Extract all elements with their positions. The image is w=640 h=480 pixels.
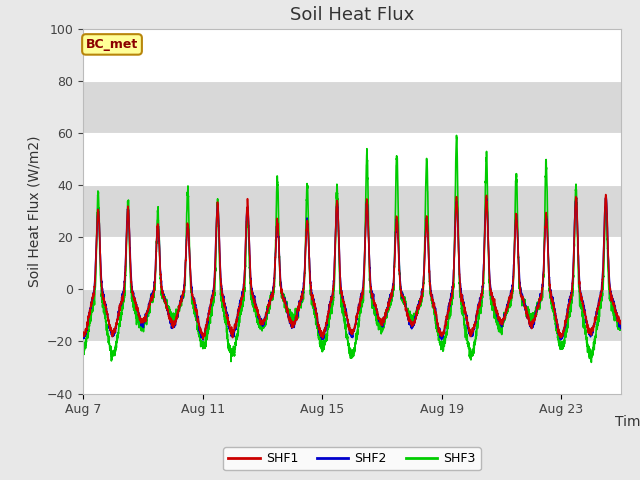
- SHF3: [79, 337, 87, 343]
- Bar: [83, 237, 621, 289]
- SHF3: [399, 299, 407, 305]
- SHF2: [175, 302, 183, 308]
- Bar: [83, 289, 621, 341]
- SHF2: [79, 334, 87, 340]
- SHF3: [452, 132, 460, 138]
- SHF2: [260, 322, 268, 327]
- Bar: [83, 81, 621, 133]
- Y-axis label: Soil Heat Flux (W/m2): Soil Heat Flux (W/m2): [28, 135, 42, 287]
- Line: SHF2: SHF2: [83, 197, 621, 340]
- SHF1: [399, 295, 407, 300]
- SHF3: [260, 322, 268, 327]
- SHF2: [399, 291, 407, 297]
- SHF1: [260, 318, 268, 324]
- SHF1: [602, 192, 610, 197]
- Text: BC_met: BC_met: [86, 38, 138, 51]
- SHF1: [175, 303, 183, 309]
- Line: SHF1: SHF1: [83, 194, 621, 339]
- SHF1: [611, 308, 619, 313]
- SHF2: [179, 295, 186, 301]
- Line: SHF3: SHF3: [83, 135, 621, 362]
- SHF2: [101, 300, 109, 305]
- SHF3: [588, 360, 595, 365]
- Bar: [83, 133, 621, 185]
- Bar: [83, 29, 621, 81]
- Bar: [83, 185, 621, 237]
- SHF3: [175, 307, 183, 312]
- SHF1: [79, 329, 87, 335]
- SHF2: [611, 305, 619, 311]
- SHF3: [179, 292, 186, 298]
- SHF3: [617, 321, 625, 326]
- SHF1: [179, 292, 186, 298]
- Legend: SHF1, SHF2, SHF3: SHF1, SHF2, SHF3: [223, 447, 481, 470]
- X-axis label: Time: Time: [614, 416, 640, 430]
- SHF2: [617, 325, 625, 331]
- Bar: [83, 341, 621, 394]
- SHF2: [483, 194, 490, 200]
- SHF3: [611, 311, 619, 316]
- SHF1: [199, 336, 207, 342]
- SHF3: [101, 312, 109, 318]
- Title: Soil Heat Flux: Soil Heat Flux: [290, 6, 414, 24]
- SHF2: [199, 337, 207, 343]
- SHF1: [101, 303, 109, 309]
- SHF1: [617, 320, 625, 325]
